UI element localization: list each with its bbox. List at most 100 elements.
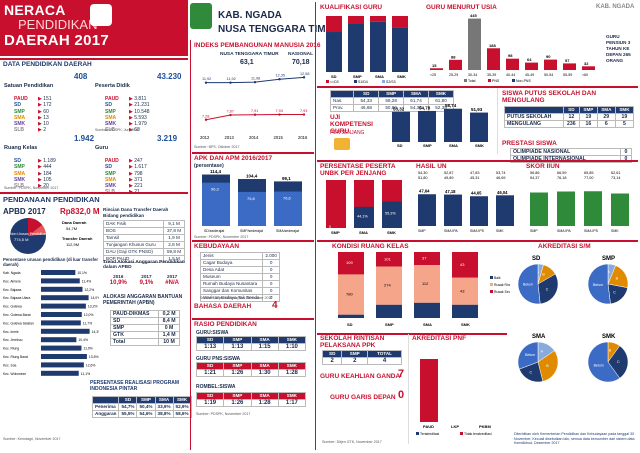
- ipm-point-label: 7,93: [276, 109, 283, 113]
- ipm-point-label: 7,93: [300, 109, 307, 113]
- apk-sub: (persentase): [194, 163, 224, 169]
- row-arrow-icon: ▶: [38, 183, 42, 190]
- header-cell: SMK: [277, 392, 307, 400]
- header-cell: SMK: [428, 90, 454, 98]
- rasio-gp-label: GURU PNS:SISWA: [196, 356, 241, 362]
- table-cell: 1:10: [277, 343, 307, 351]
- kec-value: 11,7%: [83, 321, 92, 325]
- table-cell: Penerima: [91, 403, 120, 411]
- row-label: SMK: [14, 176, 26, 183]
- table-cell: 1:13: [223, 343, 252, 351]
- header-cell: SD: [562, 106, 580, 114]
- table-cell: Desa Adat: [199, 266, 264, 274]
- umur-value: 445: [470, 13, 477, 18]
- kual-bar-s1: [392, 27, 408, 72]
- corner-label: KAB. NGADA: [596, 4, 635, 10]
- row-label: PAUD: [105, 158, 119, 164]
- table-cell: SMP: [109, 324, 160, 332]
- table-cell: DAU (Gaji GTK PNSD): [102, 248, 165, 256]
- ppk-title: SEKOLAH RINTISAN PELAKSANA PPK: [320, 335, 385, 349]
- header-cell: SMP: [341, 350, 369, 358]
- ipm-title: INDEKS PEMBANGUNAN MANUSIA 2016: [194, 42, 321, 49]
- umur-bar: [544, 59, 557, 70]
- divider: [317, 160, 638, 162]
- data-row: SMK ▶ 1.979: [105, 121, 187, 127]
- ipm-point-label: 7,28: [202, 114, 209, 118]
- row-value: 798: [134, 170, 143, 177]
- ukg-value: 51,93: [471, 107, 483, 112]
- umur-bar: [468, 18, 481, 70]
- kec-label: Kec. Inerie: [3, 330, 19, 334]
- kondisi-bar-baik: [338, 314, 364, 318]
- kec-bar: [41, 320, 81, 326]
- kec-value: 14,3%: [92, 330, 99, 334]
- table-cell: 1:26: [223, 399, 252, 407]
- table-cell: Museum: [199, 273, 264, 281]
- row-label: SMP: [105, 108, 116, 115]
- unbk-cat-label: SMP: [331, 230, 340, 235]
- skor-nas: 65,85: [584, 171, 594, 175]
- kondisi-bar-rr: [414, 265, 440, 303]
- legend-label: PNS: [492, 79, 500, 83]
- pnf-cat-label: PKBM: [479, 424, 491, 429]
- satuan-total: 408: [74, 72, 88, 81]
- akred-slice: [587, 341, 621, 383]
- ipm-year-tick: 2016: [298, 135, 308, 140]
- table-cell: 16: [578, 120, 598, 128]
- kondisi-cat-label: SMP: [385, 322, 394, 327]
- table-cell: 12: [562, 113, 580, 121]
- umur-bar: [563, 63, 576, 70]
- table-cell: 19: [578, 113, 598, 121]
- akred-slice-label: C: [613, 291, 616, 295]
- row-value: 172: [43, 102, 52, 109]
- row-label: SMP: [14, 164, 25, 171]
- data-pend-title: DATA PENDIDIKAN DAERAH: [3, 61, 92, 68]
- header-cell: SMA: [250, 336, 279, 344]
- legend-label: Baik: [494, 276, 501, 280]
- hasil-prov: 46,69: [496, 176, 506, 180]
- table-cell: PUTUS SEKOLAH: [504, 113, 564, 121]
- pie-label: Non Urusan Pendidikan: [10, 232, 47, 236]
- table-cell: 2: [321, 357, 343, 365]
- table-cell: 29: [596, 113, 616, 121]
- hasil-bar: [444, 194, 462, 226]
- akred-slice: [517, 263, 541, 305]
- row-arrow-icon: ▶: [38, 170, 42, 177]
- pie-transfer: [28, 225, 46, 236]
- garis-title: GURU GARIS DEPAN: [330, 394, 396, 401]
- table-cell: Warisan Budaya Tak Benda: [199, 294, 264, 302]
- apk-cat-label: SD/sederajat: [204, 229, 224, 233]
- table-row: DAK Fisik 9,1 M: [102, 220, 185, 228]
- ukg-sub: PER JENJANG: [330, 130, 365, 136]
- row-label: SD: [14, 102, 21, 109]
- unbk-value: 44,1%: [357, 214, 368, 218]
- ipm-year-tick: 2015: [274, 135, 284, 140]
- legend-swatch: [512, 79, 515, 82]
- akred-slice: [607, 345, 629, 379]
- ipm-col2: NASIONAL: [288, 52, 314, 57]
- kec-label: Kab. Ngada: [3, 271, 21, 275]
- hasil-cat-label: SMA IPS: [470, 229, 485, 233]
- table-cell: 0: [262, 287, 280, 295]
- skor-title: SKOR IIUN: [526, 163, 560, 170]
- ruang-total: 1.942: [74, 134, 95, 143]
- header-cell: TOTAL: [367, 350, 402, 358]
- kec-bar: [41, 312, 82, 317]
- row-label: SMK: [105, 183, 117, 190]
- akred-slice: [607, 283, 628, 305]
- hasil-bar: [496, 195, 514, 226]
- data-row: SMK ▶ 10: [14, 121, 96, 127]
- kec-value: 10,1%: [77, 271, 87, 275]
- table-cell: 55,5%: [118, 410, 138, 418]
- source-note: Sumber: PDSPK, November 2017: [4, 186, 59, 190]
- kual-cat-label: SMP: [353, 74, 362, 79]
- table-cell: 0: [619, 155, 633, 163]
- umur-cat-label: >60: [582, 73, 588, 77]
- table-cell: 1:19: [195, 399, 225, 407]
- akred-pie-title: SD: [532, 256, 541, 262]
- trend-value: 9,1%: [139, 280, 154, 286]
- row-label: PAUD: [105, 96, 119, 102]
- table-cell: 1,5 M: [163, 255, 185, 263]
- table-cell: 1:21: [195, 369, 225, 377]
